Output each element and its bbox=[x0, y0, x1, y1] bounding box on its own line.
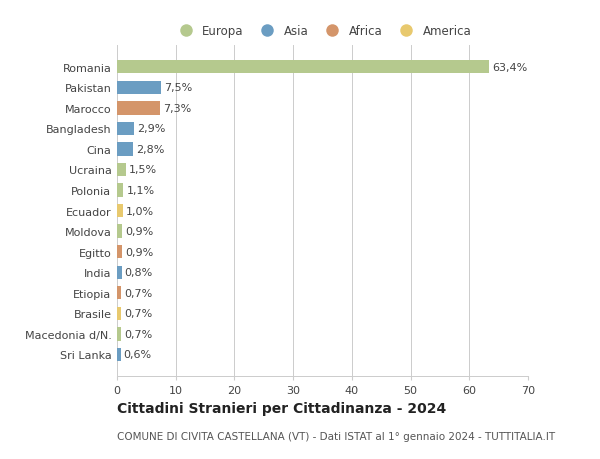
Text: 7,3%: 7,3% bbox=[163, 104, 191, 113]
Bar bbox=[117, 123, 134, 136]
Text: 0,8%: 0,8% bbox=[125, 268, 153, 278]
Text: 0,7%: 0,7% bbox=[124, 288, 152, 298]
Bar bbox=[117, 184, 124, 197]
Text: 0,7%: 0,7% bbox=[124, 309, 152, 319]
Text: 0,7%: 0,7% bbox=[124, 329, 152, 339]
Bar bbox=[117, 328, 121, 341]
Bar bbox=[117, 61, 489, 74]
Text: 1,5%: 1,5% bbox=[129, 165, 157, 175]
Text: 0,9%: 0,9% bbox=[125, 227, 154, 237]
Bar bbox=[117, 246, 122, 259]
Bar bbox=[117, 307, 121, 320]
Bar bbox=[117, 225, 122, 238]
Text: Cittadini Stranieri per Cittadinanza - 2024: Cittadini Stranieri per Cittadinanza - 2… bbox=[117, 402, 446, 415]
Text: 0,6%: 0,6% bbox=[124, 350, 152, 360]
Bar bbox=[117, 348, 121, 361]
Text: 2,8%: 2,8% bbox=[136, 145, 165, 155]
Text: 7,5%: 7,5% bbox=[164, 83, 192, 93]
Bar bbox=[117, 102, 160, 115]
Bar bbox=[117, 204, 123, 218]
Bar bbox=[117, 286, 121, 300]
Text: COMUNE DI CIVITA CASTELLANA (VT) - Dati ISTAT al 1° gennaio 2024 - TUTTITALIA.IT: COMUNE DI CIVITA CASTELLANA (VT) - Dati … bbox=[117, 431, 555, 441]
Bar bbox=[117, 163, 126, 177]
Bar bbox=[117, 266, 122, 280]
Bar bbox=[117, 143, 133, 156]
Bar bbox=[117, 81, 161, 95]
Text: 1,0%: 1,0% bbox=[126, 206, 154, 216]
Text: 0,9%: 0,9% bbox=[125, 247, 154, 257]
Text: 2,9%: 2,9% bbox=[137, 124, 166, 134]
Text: 1,1%: 1,1% bbox=[127, 185, 155, 196]
Legend: Europa, Asia, Africa, America: Europa, Asia, Africa, America bbox=[174, 25, 471, 38]
Text: 63,4%: 63,4% bbox=[492, 62, 527, 73]
